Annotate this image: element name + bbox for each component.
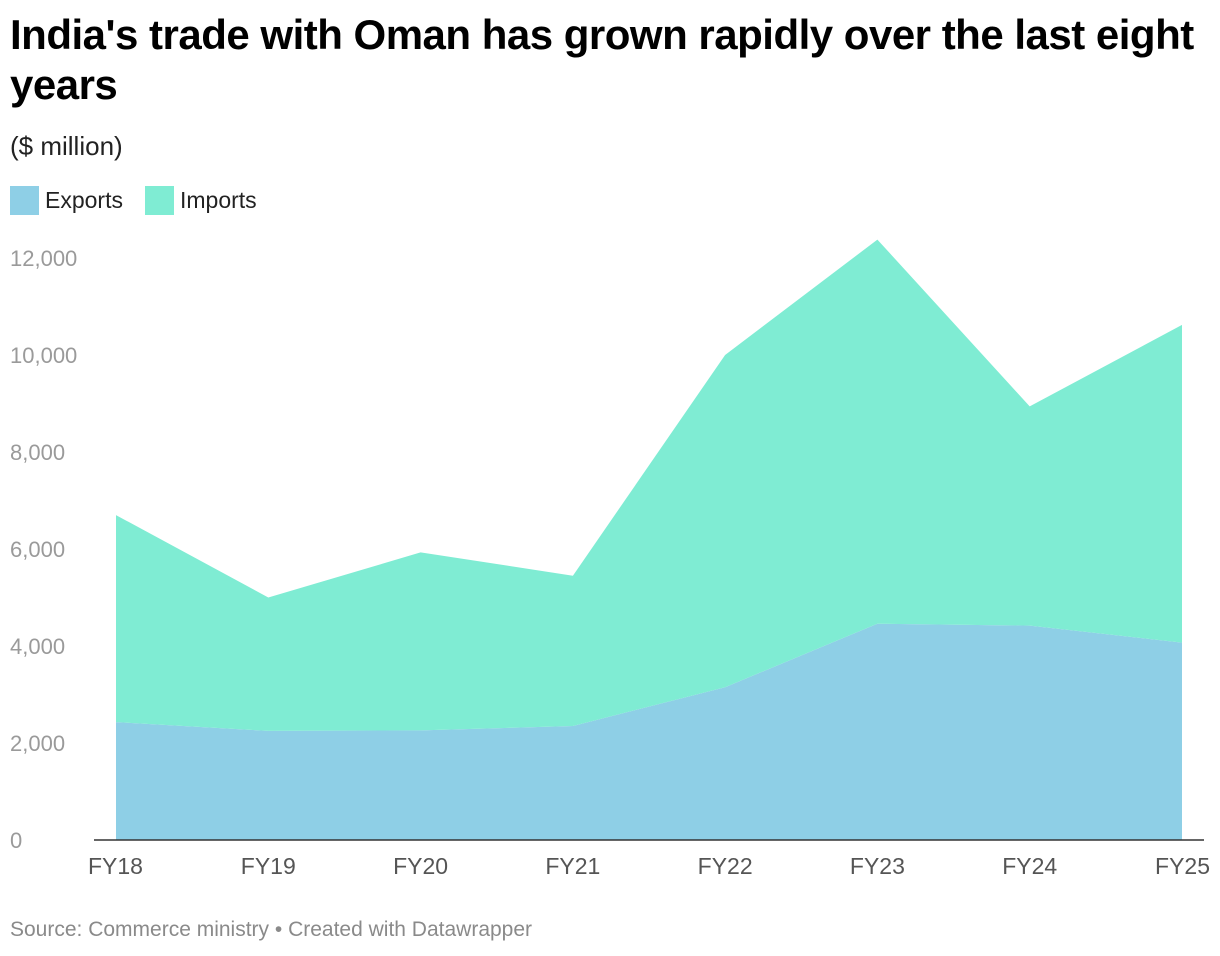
x-tick-label: FY21 <box>545 853 600 879</box>
y-axis: 0 2,000 4,000 6,000 8,000 10,000 12,000 <box>10 246 77 853</box>
area-layer <box>116 239 1182 840</box>
legend-label-imports: Imports <box>179 187 257 213</box>
y-tick-label: 6,000 <box>10 537 65 562</box>
y-tick-label: 10,000 <box>10 343 77 368</box>
chart-title: India's trade with Oman has grown rapidl… <box>10 11 1194 108</box>
legend-swatch-exports <box>10 186 39 215</box>
legend-swatch-imports <box>144 186 174 215</box>
legend-item-imports: Imports <box>144 186 257 215</box>
legend-item-exports: Exports <box>10 186 123 215</box>
x-tick-label: FY24 <box>1002 853 1057 879</box>
y-tick-label: 8,000 <box>10 440 65 465</box>
area-exports <box>116 623 1182 840</box>
x-tick-label: FY22 <box>698 853 753 879</box>
chart-subtitle: ($ million) <box>10 131 123 161</box>
y-tick-label: 2,000 <box>10 731 65 756</box>
area-imports <box>116 239 1182 731</box>
x-tick-label: FY20 <box>393 853 448 879</box>
x-tick-label: FY25 <box>1155 853 1210 879</box>
y-tick-label: 4,000 <box>10 634 65 659</box>
legend: Exports Imports <box>10 186 279 215</box>
x-tick-label: FY18 <box>88 853 143 879</box>
source-note: Source: Commerce ministry • Created with… <box>10 918 533 941</box>
y-tick-label: 12,000 <box>10 246 77 271</box>
x-tick-label: FY23 <box>850 853 905 879</box>
y-tick-label: 0 <box>10 828 22 853</box>
x-tick-label: FY19 <box>241 853 296 879</box>
x-axis: FY18 FY19 FY20 FY21 FY22 FY23 FY24 FY25 <box>88 839 1210 879</box>
legend-label-exports: Exports <box>45 187 123 213</box>
